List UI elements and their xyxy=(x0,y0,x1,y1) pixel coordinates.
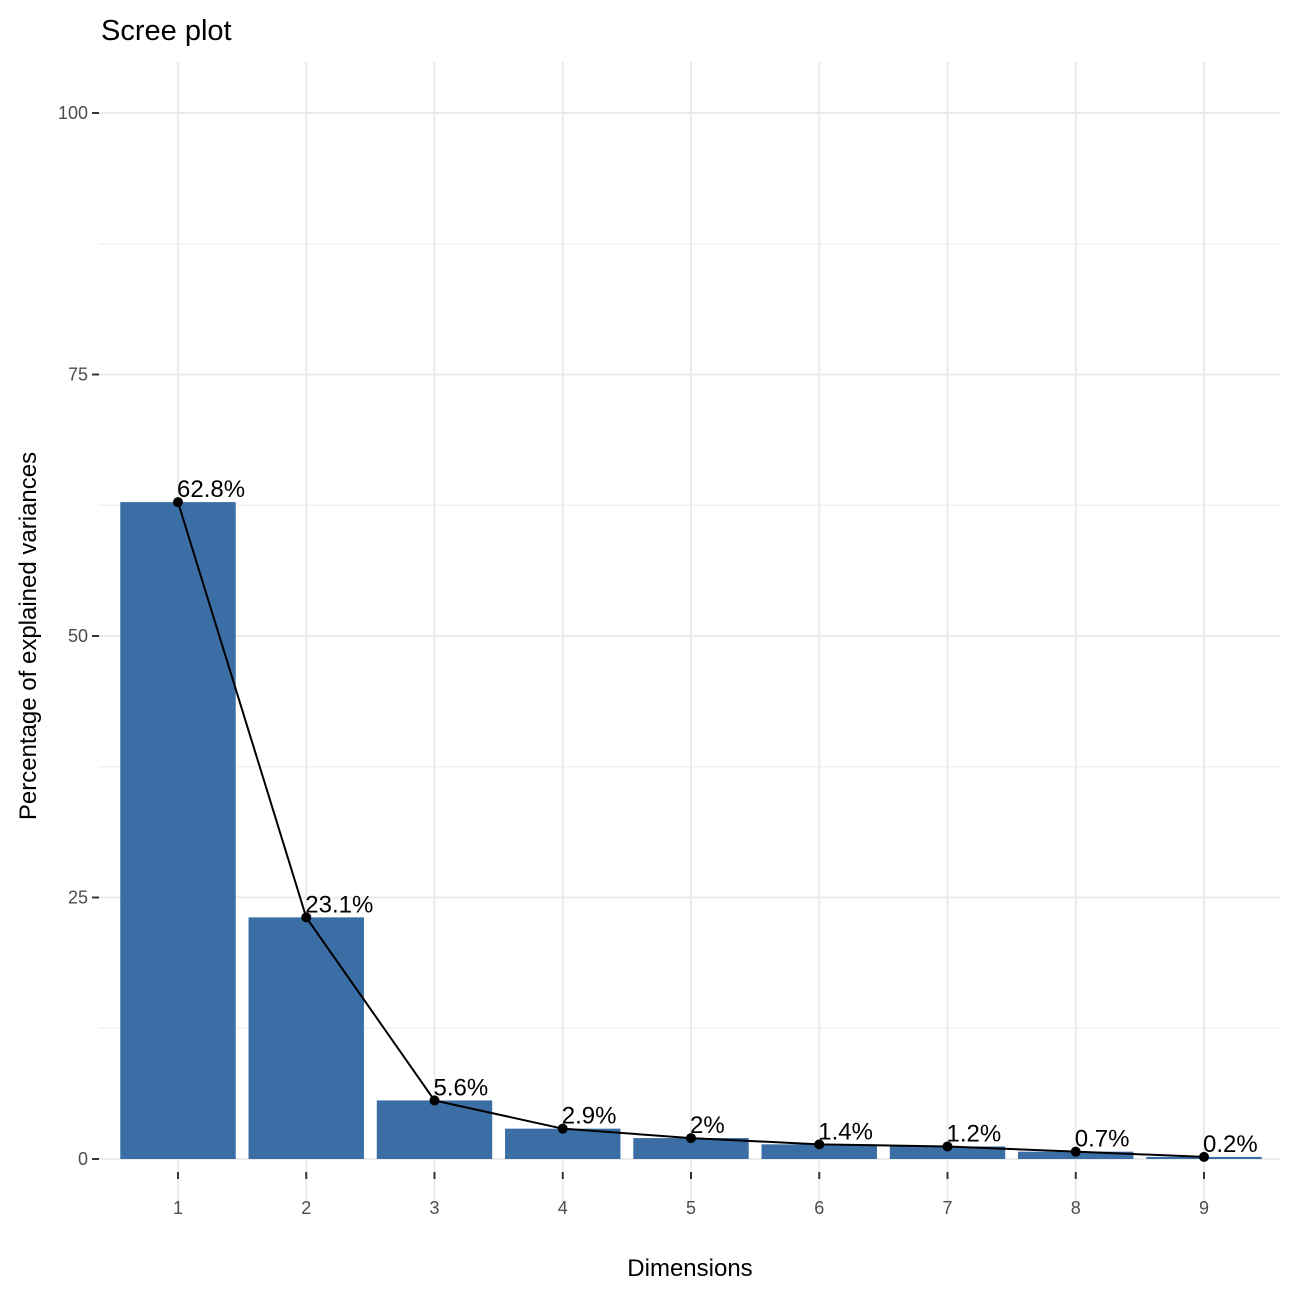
x-tick-label: 8 xyxy=(1071,1198,1081,1218)
bar-dim-2 xyxy=(248,917,364,1159)
y-tick-label: 0 xyxy=(78,1149,88,1169)
x-tick-label: 2 xyxy=(301,1198,311,1218)
data-label: 1.2% xyxy=(947,1120,1002,1147)
x-tick-label: 1 xyxy=(173,1198,183,1218)
y-tick-label: 25 xyxy=(68,888,88,908)
grid xyxy=(98,62,1280,1210)
line-point xyxy=(814,1139,825,1150)
bar-dim-7 xyxy=(889,1146,1006,1159)
data-label: 62.8% xyxy=(177,476,245,503)
data-labels: 62.8% 23.1% 5.6% 2.9% 2% 1.4% 1.2% 0.7% 0.2% xyxy=(177,476,1258,1158)
axes: 0 25 50 75 100 1 2 3 4 5 6 7 8 9 xyxy=(58,103,1209,1218)
chart-title: Scree plot xyxy=(101,15,232,47)
bar-dim-4 xyxy=(505,1128,621,1159)
y-tick-label: 50 xyxy=(68,626,88,646)
x-tick-label: 7 xyxy=(942,1198,952,1218)
bar-dim-1 xyxy=(120,502,236,1159)
data-label: 23.1% xyxy=(305,891,373,918)
x-axis-title: Dimensions xyxy=(627,1255,752,1282)
data-label: 0.7% xyxy=(1075,1126,1130,1153)
y-axis-title: Percentage of explained variances xyxy=(15,452,42,820)
bar-dim-5 xyxy=(633,1138,749,1159)
line-point xyxy=(557,1123,568,1134)
line-point xyxy=(686,1133,696,1144)
line-series xyxy=(173,497,1209,1162)
x-tick-label: 3 xyxy=(429,1198,439,1218)
line-point xyxy=(173,497,183,508)
line-point xyxy=(1199,1151,1209,1162)
x-tick-label: 5 xyxy=(686,1198,696,1218)
data-label: 0.2% xyxy=(1203,1131,1258,1158)
bars xyxy=(120,502,1262,1159)
line-point xyxy=(429,1095,440,1106)
bar-dim-6 xyxy=(761,1144,877,1159)
x-tick-label: 4 xyxy=(558,1198,568,1218)
line-point xyxy=(1070,1146,1081,1157)
data-label: 5.6% xyxy=(434,1074,489,1101)
data-label: 1.4% xyxy=(818,1118,873,1145)
line-point xyxy=(942,1141,953,1152)
y-tick-label: 75 xyxy=(68,365,88,385)
data-label: 2.9% xyxy=(562,1103,617,1130)
x-tick-label: 6 xyxy=(814,1198,824,1218)
data-label: 2% xyxy=(690,1112,725,1139)
line-point xyxy=(301,912,312,923)
x-tick-label: 9 xyxy=(1199,1198,1209,1218)
bar-dim-3 xyxy=(376,1100,493,1159)
y-tick-label: 100 xyxy=(58,103,88,123)
